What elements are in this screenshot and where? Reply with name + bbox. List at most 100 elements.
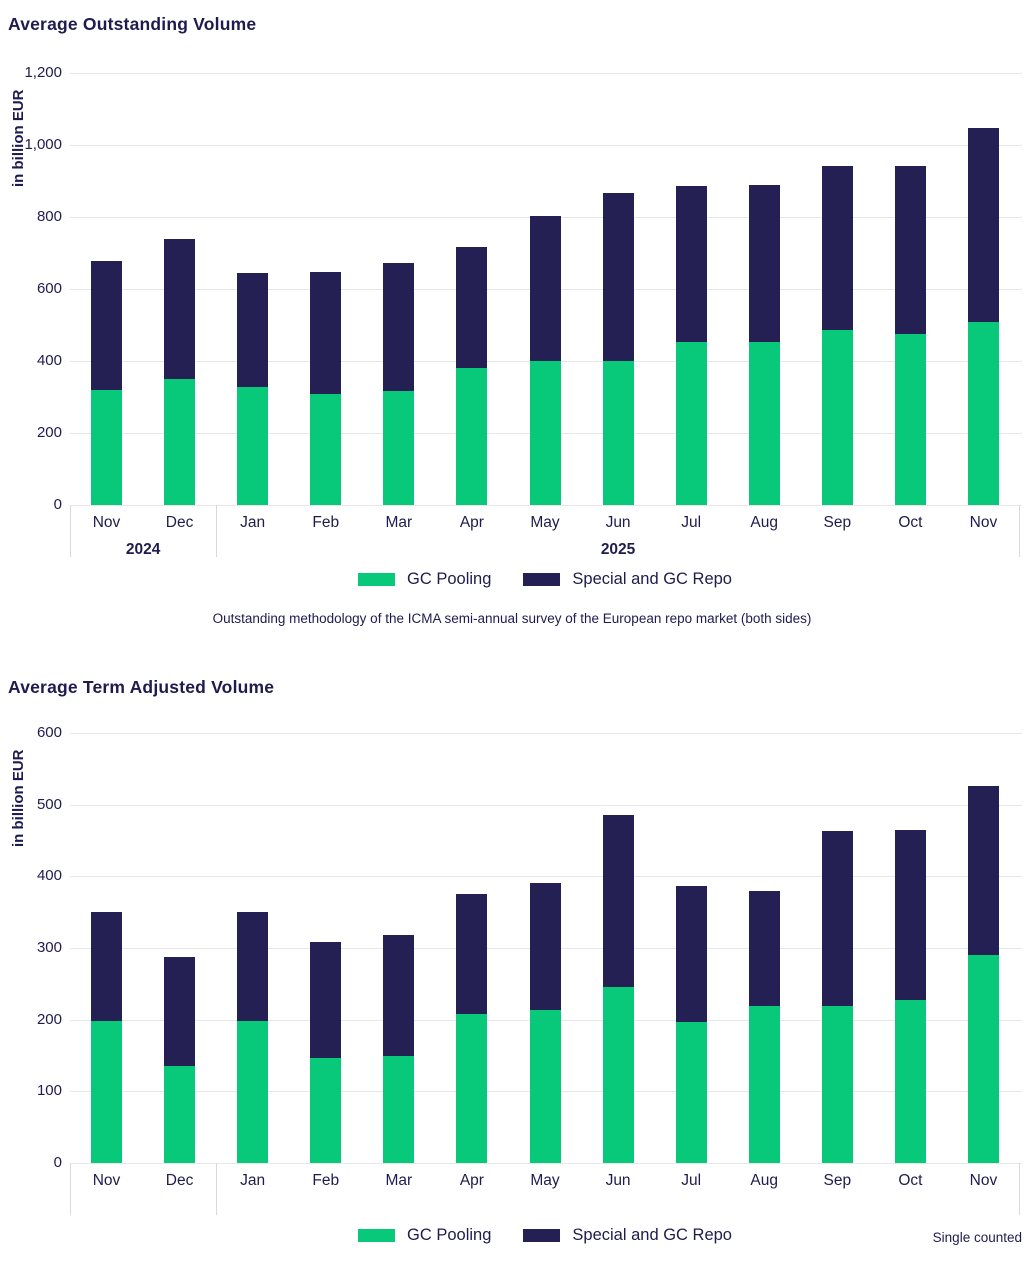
bar-segment-special-repo <box>821 165 853 331</box>
bar-segment-special-repo <box>237 912 269 1022</box>
bar-segment-special-repo <box>967 127 999 323</box>
bar-segment-special-repo <box>748 890 780 1007</box>
x-tick-label: Nov <box>969 514 998 531</box>
legend-label: GC Pooling <box>407 1226 492 1244</box>
bar-segment-special-repo <box>967 786 999 956</box>
bar-segment-special-repo <box>237 272 269 387</box>
chart-term-adjusted-volume: Average Term Adjusted Volume in billion … <box>0 660 1024 1267</box>
x-tick-label: Feb <box>312 1172 340 1189</box>
bar-segment-special-repo <box>675 185 707 342</box>
x-tick-label: May <box>530 514 560 531</box>
bar-segment-special-repo <box>91 260 123 390</box>
bar-segment-gc-pooling <box>310 1058 342 1163</box>
chart-outstanding-volume: Average Outstanding Volume in billion EU… <box>8 14 1022 626</box>
y-tick-label: 600 <box>36 724 62 741</box>
bar-segment-gc-pooling <box>894 999 926 1163</box>
bar-segment-special-repo <box>456 894 488 1014</box>
x-tick-label: Nov <box>969 1172 998 1189</box>
y-tick-label: 0 <box>53 496 62 513</box>
chart-title: Average Outstanding Volume <box>8 14 257 34</box>
axis-bracket-line <box>216 1163 218 1215</box>
bar-segment-gc-pooling <box>456 368 488 505</box>
bar-segment-gc-pooling <box>164 1066 196 1163</box>
bar-segment-special-repo <box>821 831 853 1007</box>
bar-segment-gc-pooling <box>529 1010 561 1163</box>
legend: GC Pooling Special and GC Repo <box>70 1226 1020 1245</box>
special-repo-swatch-icon <box>523 573 561 586</box>
legend: GC Pooling Special and GC Repo <box>70 570 1020 589</box>
bar-segment-special-repo <box>894 165 926 334</box>
x-tick-label: Jan <box>240 1172 266 1189</box>
bar-segment-gc-pooling <box>237 386 269 505</box>
bar-segment-gc-pooling <box>602 987 634 1163</box>
bar-segment-gc-pooling <box>602 360 634 505</box>
axis-bracket-line <box>1019 1163 1020 1215</box>
bar-segment-special-repo <box>894 830 926 1000</box>
bar-segment-special-repo <box>675 885 707 1022</box>
x-tick-label: Nov <box>92 1172 121 1189</box>
x-tick-label: Mar <box>385 514 413 531</box>
x-tick-label: Apr <box>459 514 484 531</box>
year-label: 2025 <box>600 541 636 558</box>
bar-segment-special-repo <box>529 215 561 361</box>
bar-segment-special-repo <box>383 263 415 391</box>
x-tick-label: Jun <box>605 514 631 531</box>
legend-item-gc-pooling: GC Pooling <box>358 570 491 589</box>
y-tick-label: 400 <box>36 867 62 885</box>
x-tick-label: Aug <box>750 1172 779 1189</box>
x-tick-label: Aug <box>750 514 779 531</box>
bar-segment-gc-pooling <box>748 1006 780 1163</box>
y-tick-label: 300 <box>36 939 62 956</box>
legend-label: Special and GC Repo <box>572 570 732 588</box>
legend-item-special-repo: Special and GC Repo <box>523 570 732 589</box>
y-tick-label: 1,200 <box>24 64 62 81</box>
bar-segment-gc-pooling <box>894 333 926 505</box>
bar-segment-special-repo <box>164 957 196 1067</box>
bar-segment-gc-pooling <box>310 394 342 505</box>
bar-segment-special-repo <box>310 942 342 1059</box>
bar-segment-special-repo <box>310 272 342 395</box>
y-tick-label: 100 <box>36 1082 62 1100</box>
axis-bracket-line <box>216 505 218 557</box>
y-tick-label: 400 <box>36 352 62 369</box>
bar-segment-special-repo <box>602 815 634 988</box>
legend-item-special-repo: Special and GC Repo <box>523 1226 732 1245</box>
gridline <box>70 145 1022 146</box>
y-tick-label: 200 <box>36 1010 62 1028</box>
gc-pooling-swatch-icon <box>358 1229 395 1242</box>
bar-segment-special-repo <box>164 238 196 379</box>
axis-bracket-line <box>70 505 71 557</box>
single-counted-note: Single counted <box>932 1230 1022 1245</box>
gridline <box>70 804 1022 806</box>
gridline <box>70 505 1022 506</box>
bar-segment-gc-pooling <box>967 955 999 1163</box>
x-tick-label: May <box>530 1172 560 1189</box>
x-tick-label: Jul <box>681 514 702 531</box>
bar-segment-gc-pooling <box>821 330 853 505</box>
y-tick-label: 1,000 <box>24 136 62 153</box>
bar-segment-special-repo <box>91 912 123 1022</box>
bar-segment-gc-pooling <box>967 322 999 505</box>
bar-segment-gc-pooling <box>748 341 780 505</box>
methodology-caption: Outstanding methodology of the ICMA semi… <box>212 611 812 626</box>
gridline <box>70 733 1022 734</box>
bar-segment-special-repo <box>748 184 780 342</box>
bar-segment-special-repo <box>383 935 415 1056</box>
bar-segment-gc-pooling <box>456 1013 488 1163</box>
legend-label: GC Pooling <box>407 570 492 588</box>
plot-area: 0 100 200 300 400 500 600 Nov Dec Jan Feb Mar Apr May… <box>37 724 1022 1215</box>
y-tick-label: 500 <box>36 795 62 813</box>
y-tick-label: 200 <box>36 424 62 441</box>
gridline <box>70 73 1022 74</box>
x-tick-label: Sep <box>823 1172 852 1189</box>
x-tick-label: Apr <box>459 1172 484 1189</box>
x-tick-label: Jul <box>681 1172 702 1189</box>
bar-segment-gc-pooling <box>91 389 123 505</box>
legend-label: Special and GC Repo <box>572 1226 732 1244</box>
axis-bracket-line <box>70 1163 71 1215</box>
bar-segment-gc-pooling <box>237 1021 269 1163</box>
x-tick-label: Sep <box>823 514 852 531</box>
y-tick-label: 800 <box>36 208 62 225</box>
x-tick-label: Jan <box>240 514 266 531</box>
